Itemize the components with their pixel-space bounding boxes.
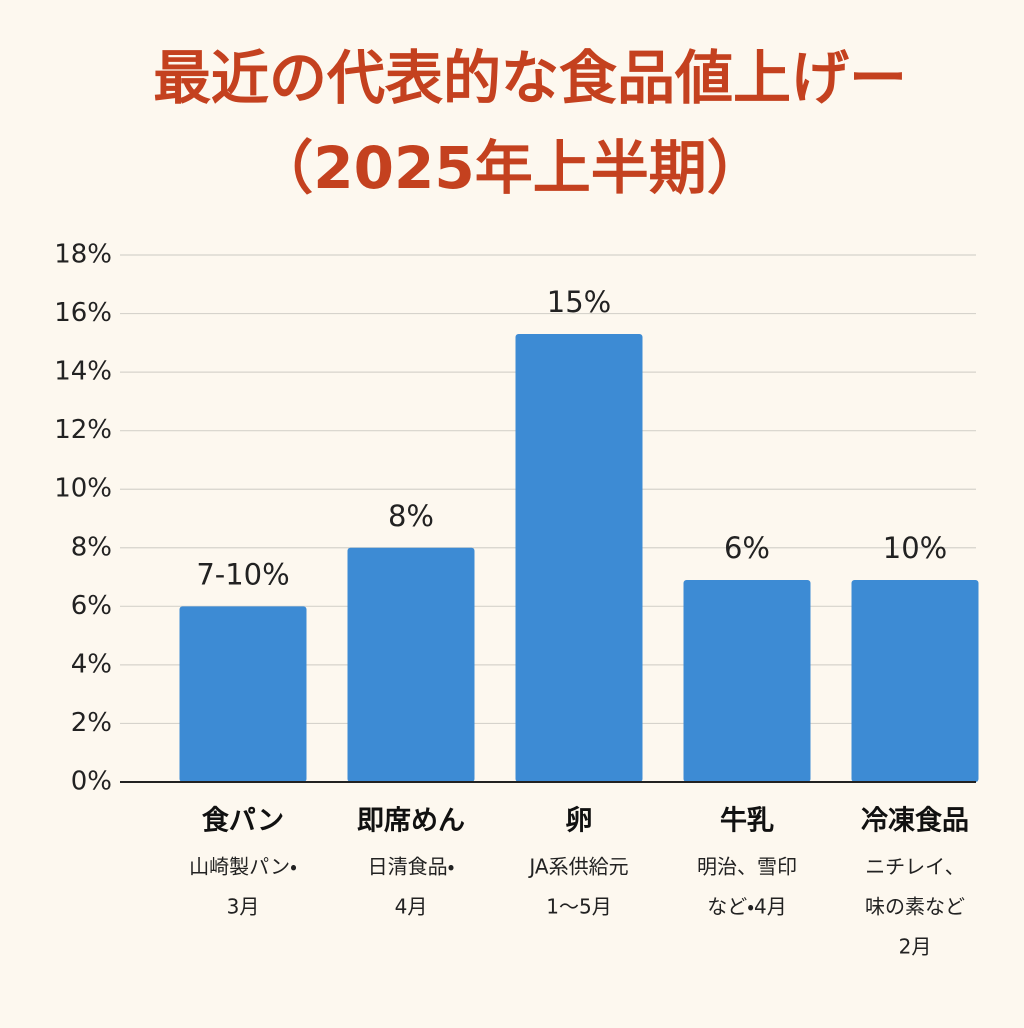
x-tick-label: 牛乳 — [720, 806, 774, 837]
y-tick-label: 6% — [71, 591, 112, 621]
x-tick-label: 冷凍食品 — [861, 806, 969, 837]
y-tick-label: 10% — [54, 474, 112, 504]
x-sub-label: 味の素など — [865, 895, 965, 919]
y-tick-label: 8% — [71, 532, 112, 562]
data-annotation: 6% — [724, 531, 770, 565]
x-sub-label: JA系供給元 — [527, 855, 628, 879]
x-sub-label: 2月 — [899, 935, 932, 959]
y-tick-label: 14% — [54, 357, 112, 387]
x-sub-label: 3月 — [227, 895, 260, 919]
x-sub-label: 明治、雪印 — [697, 855, 797, 879]
y-tick-label: 12% — [54, 415, 112, 445]
x-sub-label: 日清食品・ — [368, 855, 455, 879]
y-tick-label: 0% — [71, 767, 112, 797]
bar — [179, 606, 307, 782]
x-sub-label: 4月 — [395, 895, 428, 919]
x-sub-label: など・4月 — [707, 895, 787, 919]
y-tick-label: 18% — [54, 240, 112, 270]
bar — [851, 579, 979, 782]
data-annotation: 15% — [547, 285, 611, 319]
y-tick-label: 4% — [71, 649, 112, 679]
chart-subtitle: （2025年上半期） — [255, 134, 764, 202]
y-tick-label: 2% — [71, 708, 112, 738]
x-tick-label: 即席めん — [357, 805, 465, 837]
bar — [515, 334, 643, 782]
data-annotation: 10% — [883, 531, 947, 565]
y-tick-label: 16% — [54, 298, 112, 328]
x-tick-label: 卵 — [566, 806, 593, 837]
bar — [347, 547, 475, 782]
data-annotation: 7-10% — [196, 557, 289, 591]
bar — [683, 579, 811, 782]
x-sub-label: 山崎製パン・ — [189, 855, 297, 879]
x-tick-label: 食パン — [202, 806, 284, 837]
x-sub-label: ニチレイ、 — [865, 855, 965, 879]
x-sub-label: 1〜5月 — [546, 895, 611, 919]
chart-title: 最近の代表的な食品値上げー — [153, 44, 907, 112]
data-annotation: 8% — [388, 499, 434, 533]
